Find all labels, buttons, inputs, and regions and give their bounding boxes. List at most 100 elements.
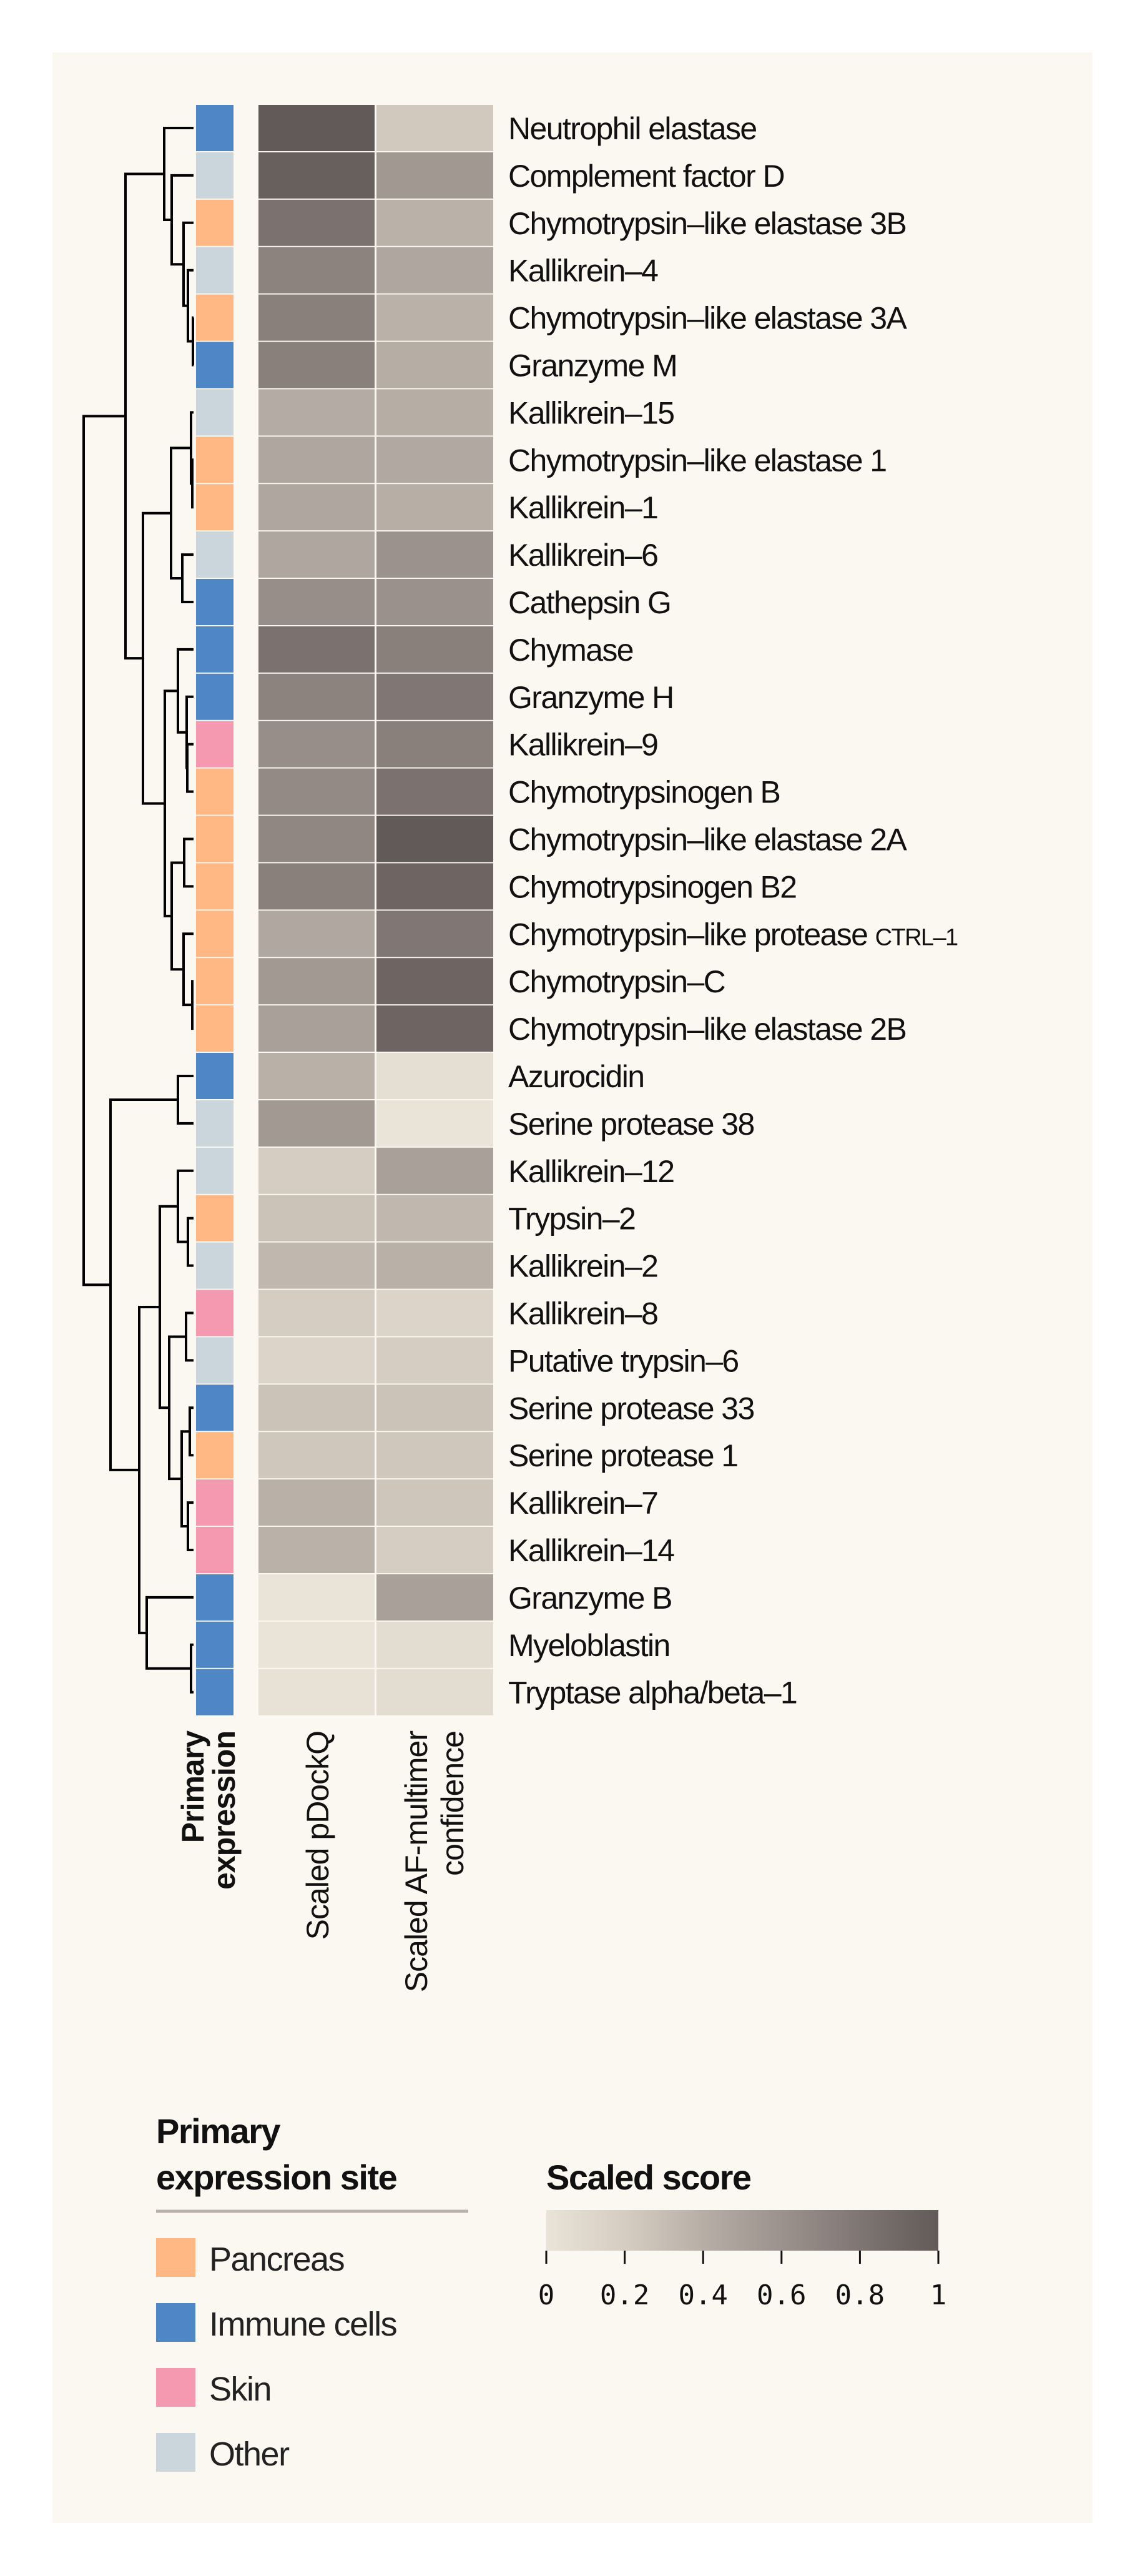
pdockq-cell-serine-protease-1 [258,1432,375,1479]
row-label-text: Chymotrypsin–like elastase 3B [508,206,906,241]
af-cell-kallikrein-6 [376,531,493,578]
row-label-text: Tryptase alpha/beta–1 [508,1675,797,1710]
row-label-text: Kallikrein–2 [508,1249,657,1284]
row-label-text: Chymotrypsinogen B [508,775,780,810]
row-label: Kallikrein–12 [508,1154,674,1189]
row-label: Putative trypsin–6 [508,1343,739,1378]
expression-cell-kallikrein-8 [196,1290,233,1336]
row-label-text: Granzyme H [508,680,674,715]
dendrogram-branch [185,695,194,769]
dendrogram-branch [181,553,194,603]
af-cell-tryptase-alpha-beta-1 [376,1669,493,1715]
row-label-text: Serine protease 1 [508,1438,738,1473]
row-label: Tryptase alpha/beta–1 [508,1675,797,1710]
expression-cell-granzyme-h [196,673,233,720]
dendrogram-branch [185,1311,194,1362]
colorbar-tick-label: 0.6 [757,2279,806,2311]
colorbar-tick-label: 0.8 [835,2279,885,2311]
expression-cell-kallikrein-6 [196,531,233,578]
row-label-text: Complement factor D [508,159,784,194]
af-cell-kallikrein-15 [376,389,493,436]
legend-expression-site: Primary expression site Pancreas Immune c… [156,2111,468,2473]
legend-score-title: Scaled score [546,2158,751,2197]
row-label: Trypsin–2 [508,1202,635,1236]
legend-scaled-score: Scaled score 0 0.2 0.4 0.6 0.8 1 [538,2158,947,2311]
expression-cell-kallikrein-14 [196,1527,233,1573]
af-cell-myeloblastin [376,1621,493,1668]
row-label: Serine protease 33 [508,1391,754,1426]
row-label-text: Chymotrypsin–like elastase 3A [508,301,907,336]
pdockq-cell-putative-trypsin-6 [258,1337,375,1384]
pdockq-cell-kallikrein-9 [258,721,375,767]
dendrogram-branch [189,1406,194,1457]
legend-swatch-other [156,2433,195,2472]
legend-site-title-line2: expression site [156,2158,397,2197]
row-label-text: Kallikrein–7 [508,1486,657,1521]
row-label-text: Serine protease 33 [508,1391,754,1426]
af-cell-granzyme-h [376,673,493,720]
row-label: Kallikrein–9 [508,728,657,762]
expression-cell-kallikrein-4 [196,247,233,294]
dendrogram-branch [190,1643,194,1694]
row-label-text: Chymotrypsin–C [508,964,725,999]
expression-cell-myeloblastin [196,1621,233,1668]
row-label-text: Serine protease 38 [508,1107,754,1142]
row-label-text: Chymotrypsin–like elastase 2A [508,822,907,857]
row-label-text: Putative trypsin–6 [508,1343,739,1378]
af-cell-serine-protease-33 [376,1384,493,1431]
row-label-text: Kallikrein–6 [508,538,657,573]
af-cell-trypsin-2 [376,1195,493,1241]
column-header-af-line1: Scaled AF-multimer [399,1731,434,1993]
row-label-text: Myeloblastin [508,1628,670,1663]
dendrogram-branch [177,1075,194,1125]
pdockq-cell-kallikrein-12 [258,1147,375,1194]
expression-cell-complement-factor-d [196,152,233,199]
pdockq-cell-chymotrypsinogen-b2 [258,863,375,910]
expression-cell-neutrophil-elastase [196,105,233,151]
column-header-pdockq: Scaled pDockQ [300,1731,335,1940]
column-headers: Primary expression Scaled pDockQ Scaled … [175,1730,470,1992]
af-cell-chymotrypsin-c [376,958,493,1005]
row-label-text: Chymase [508,633,633,668]
pdockq-cell-granzyme-m [258,342,375,388]
pdockq-cell-kallikrein-4 [258,247,375,294]
colorbar [546,2210,938,2251]
row-label-text: Chymotrypsin–like protease [508,917,875,952]
row-label: Kallikrein–1 [508,490,657,525]
dendrogram-branch [142,511,171,805]
pdockq-cell-kallikrein-7 [258,1479,375,1526]
dendrogram-branch [187,1216,194,1267]
af-cell-granzyme-b [376,1574,493,1621]
row-label: Granzyme B [508,1581,672,1616]
row-label: Kallikrein–6 [508,538,657,573]
expression-cell-serine-protease-38 [196,1100,233,1147]
pdockq-cell-chymotrypsin-like-elastase-1 [258,437,375,483]
row-label-text: Kallikrein–12 [508,1154,674,1189]
dendrogram-branch [191,458,194,509]
expression-cell-chymotrypsin-like-elastase-2b [196,1005,233,1052]
af-cell-chymase [376,626,493,673]
pdockq-cell-granzyme-h [258,673,375,720]
row-label: Chymotrypsinogen B [508,775,780,810]
row-label: Serine protease 1 [508,1438,738,1473]
row-label: Chymotrypsin–like elastase 2B [508,1012,906,1047]
heatmap-cells [196,105,493,1715]
pdockq-cell-chymotrypsin-like-elastase-2a [258,816,375,862]
row-label: Chymotrypsin–like elastase 3A [508,301,907,336]
dendrogram-branch [145,1596,194,1670]
dendrogram-branch [192,316,194,367]
af-cell-serine-protease-38 [376,1100,493,1147]
pdockq-cell-complement-factor-d [258,152,375,199]
row-label: Kallikrein–15 [508,395,674,430]
dendrogram-branch [138,1306,160,1634]
af-cell-chymotrypsin-like-protease- [376,910,493,957]
dendrogram-branch [163,127,194,222]
row-label: Chymase [508,633,633,668]
expression-cell-kallikrein-2 [196,1242,233,1289]
expression-cell-chymotrypsin-like-elastase-2a [196,816,233,862]
row-label-text: Cathepsin G [508,585,671,620]
expression-cell-kallikrein-12 [196,1147,233,1194]
row-label: Kallikrein–2 [508,1249,657,1284]
row-labels: Neutrophil elastase Complement factor D Ch… [508,111,959,1710]
row-label-text: Kallikrein–8 [508,1296,657,1331]
